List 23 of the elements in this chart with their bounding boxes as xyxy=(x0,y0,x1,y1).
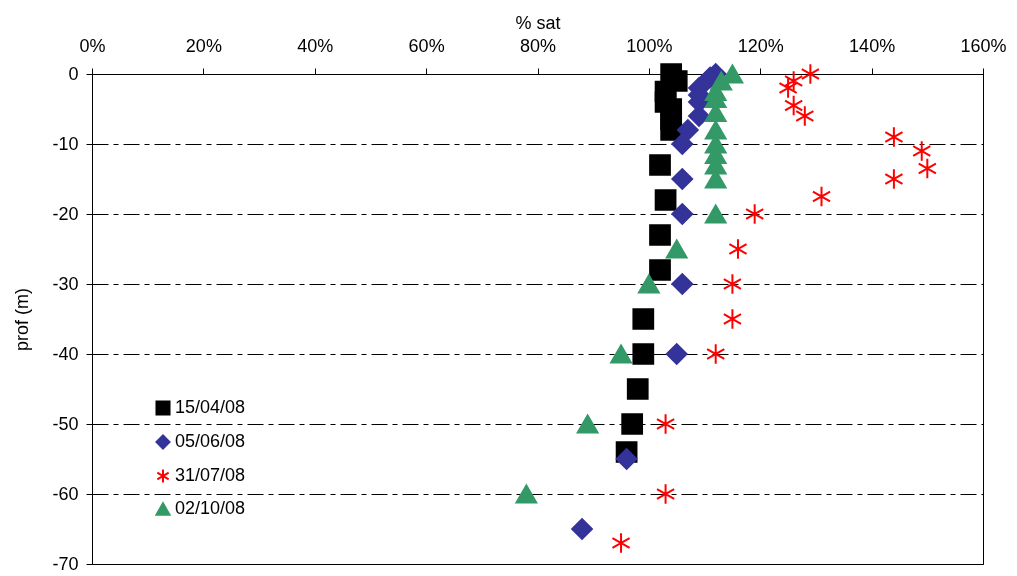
y-axis-title: prof (m) xyxy=(12,288,33,351)
x-tick-label: 140% xyxy=(849,35,896,56)
legend-label: 05/06/08 xyxy=(175,431,246,451)
x-tick-label: 20% xyxy=(185,35,222,56)
x-tick-label: 120% xyxy=(737,35,784,56)
y-tick-label: -50 xyxy=(52,413,79,434)
y-tick-label: -20 xyxy=(52,203,79,224)
x-tick-label: 160% xyxy=(960,35,1007,56)
legend-label: 31/07/08 xyxy=(175,465,246,485)
y-tick-label: -40 xyxy=(52,343,79,364)
x-tick-label: 0% xyxy=(79,35,106,56)
x-tick-label: 100% xyxy=(626,35,673,56)
y-tick-label: -30 xyxy=(52,273,79,294)
legend-label: 02/10/08 xyxy=(175,498,246,518)
legend-label: 15/04/08 xyxy=(175,397,246,417)
y-tick-label: -60 xyxy=(52,483,79,504)
y-tick-label: -10 xyxy=(52,133,79,154)
y-tick-label: -70 xyxy=(52,553,79,574)
x-tick-label: 80% xyxy=(519,35,557,56)
x-tick-label: 60% xyxy=(408,35,445,56)
y-tick-label: 0 xyxy=(68,63,79,84)
x-tick-label: 40% xyxy=(297,35,334,56)
x-axis-title: % sat xyxy=(515,12,561,33)
